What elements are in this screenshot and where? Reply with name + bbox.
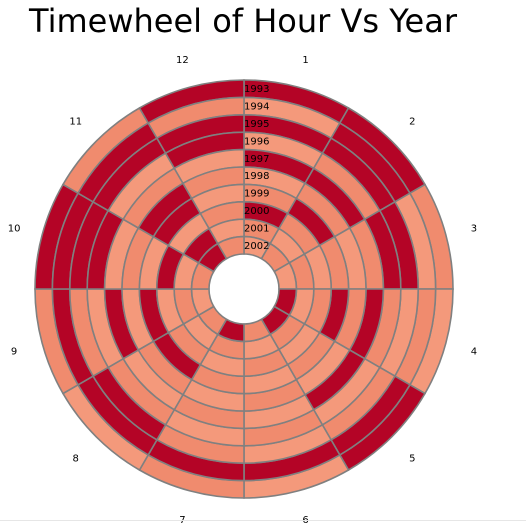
year-label-2000: 2000 [244, 206, 269, 217]
year-label-1998: 1998 [244, 171, 269, 182]
bottom-divider [0, 520, 526, 521]
hour-label-10: 10 [8, 223, 21, 234]
year-label-1996: 1996 [244, 136, 269, 147]
hour-label-3: 3 [471, 223, 477, 234]
hour-label-1: 1 [302, 55, 308, 66]
year-label-1997: 1997 [244, 154, 269, 165]
year-label-2002: 2002 [244, 241, 269, 252]
hour-label-9: 9 [11, 347, 17, 358]
hour-label-5: 5 [409, 453, 415, 464]
year-label-1994: 1994 [244, 102, 269, 113]
hour-label-7: 7 [179, 515, 185, 524]
hour-label-4: 4 [471, 347, 477, 358]
hour-label-6: 6 [302, 515, 308, 524]
year-label-2001: 2001 [244, 223, 269, 234]
year-label-1999: 1999 [244, 189, 269, 200]
wheel-cell-2002-hour-12 [216, 235, 245, 260]
hour-label-12: 12 [176, 55, 189, 66]
year-label-1995: 1995 [244, 119, 269, 130]
chart-title: Timewheel of Hour Vs Year [29, 2, 457, 40]
hour-label-11: 11 [69, 117, 82, 128]
hour-label-8: 8 [73, 453, 79, 464]
hour-label-2: 2 [409, 117, 415, 128]
year-label-1993: 1993 [244, 84, 269, 95]
